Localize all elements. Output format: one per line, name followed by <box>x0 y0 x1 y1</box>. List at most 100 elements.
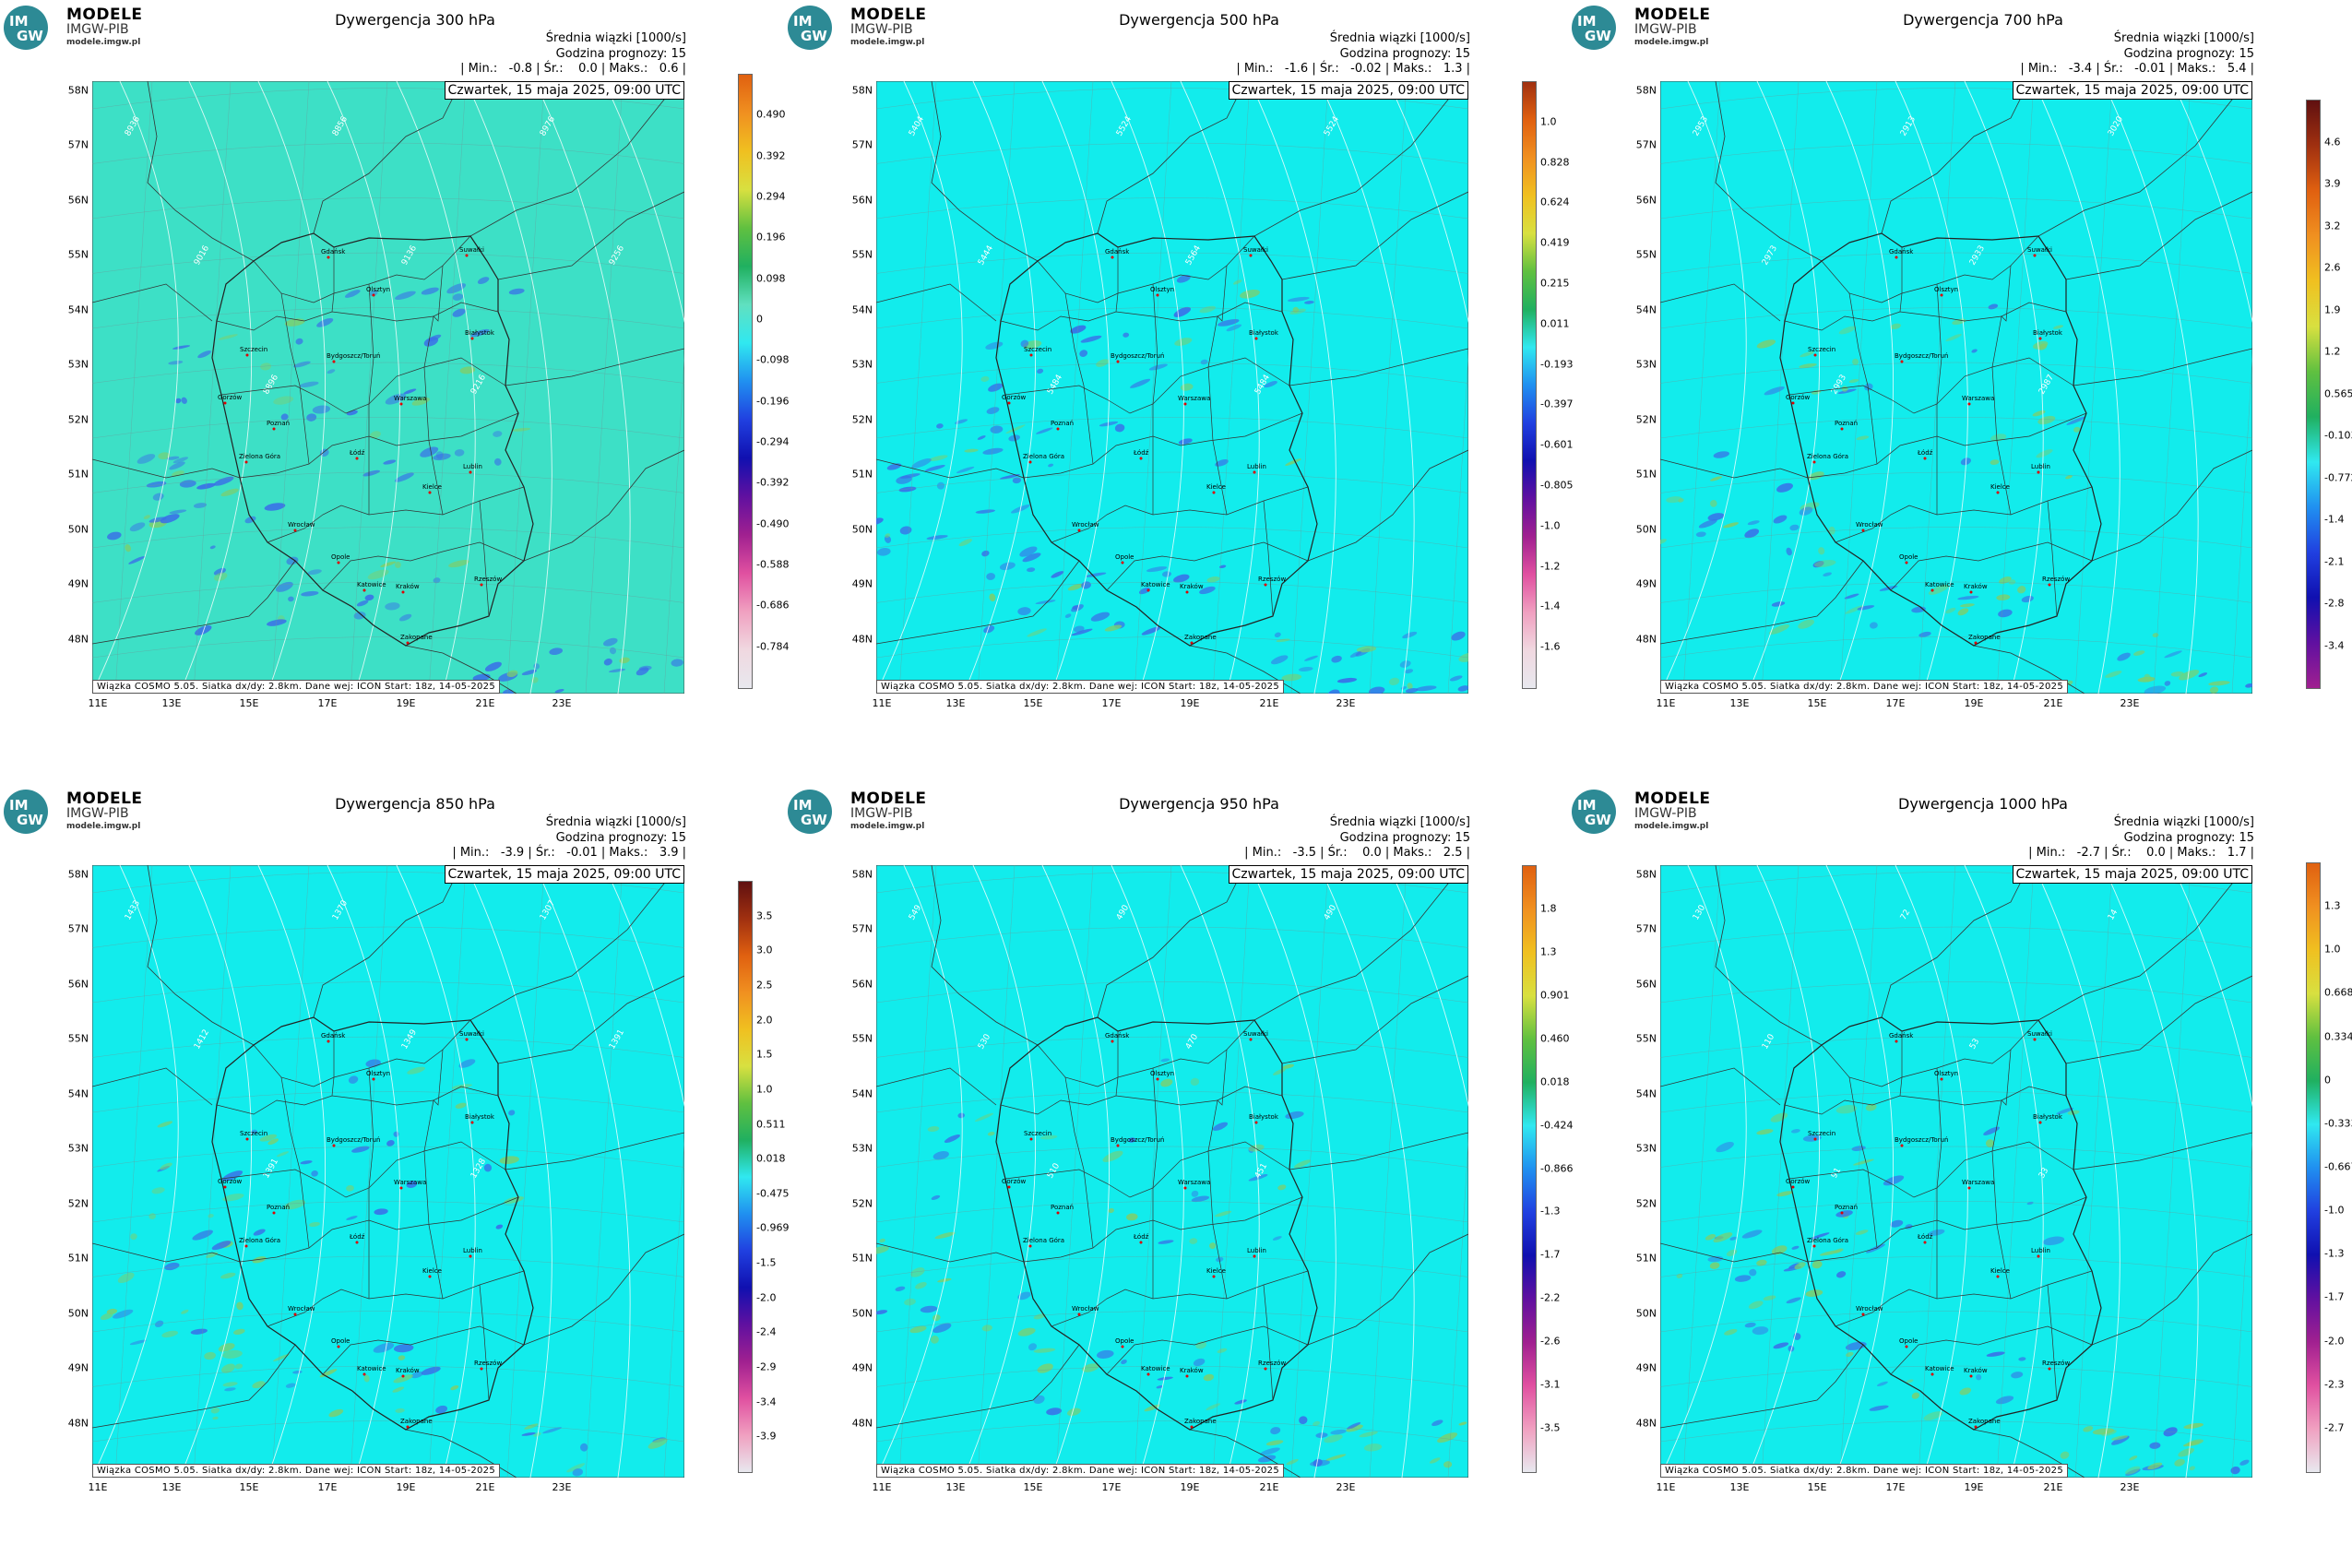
city-marker <box>1812 1244 1816 1248</box>
map-area[interactable]: 130 110 91 72 53 33 14 Gdańsk Suwałki Olsztyn Szcz… <box>1636 865 2252 1493</box>
divergence-streak <box>2033 340 2049 350</box>
map-panel: IM GW MODELE IMGW-PIB modele.imgw.pl Dywergen… <box>784 784 1573 1568</box>
divergence-streak <box>448 560 469 568</box>
colorbar-tick-label: -1.7 <box>1540 1248 1561 1261</box>
convergence-streak <box>1064 613 1072 618</box>
colorbar-tick-label: 1.0 <box>1540 115 1557 128</box>
divergence-streak <box>2060 1451 2070 1459</box>
country-border <box>313 81 462 234</box>
colorbar-tick-label: 2.5 <box>756 979 773 992</box>
divergence-streak <box>218 334 238 340</box>
city-marker <box>1905 561 1908 564</box>
country-border <box>92 458 241 479</box>
divergence-streak <box>1798 619 1815 629</box>
colorbar-tick-label: 1.3 <box>2324 899 2341 912</box>
convergence-streak <box>398 613 412 622</box>
isoline <box>396 81 476 694</box>
latitude-line <box>1660 142 2252 164</box>
divergence-streak <box>1195 1341 1207 1349</box>
isoline <box>2171 81 2252 324</box>
latitude-label: 53N <box>851 1142 873 1155</box>
divergence-streak <box>934 1231 956 1240</box>
convergence-streak <box>1085 572 1107 577</box>
divergence-streak <box>1852 358 1859 365</box>
city-label: Szczecin <box>1024 1130 1051 1137</box>
latitude-line <box>1660 252 2252 274</box>
city-marker <box>470 1121 474 1124</box>
latitude-line <box>92 1365 684 1387</box>
country-border <box>1660 458 1809 479</box>
isoline <box>876 865 963 1478</box>
isoline <box>1825 865 1895 1478</box>
city-marker <box>1116 360 1120 363</box>
logo-name: MODELE <box>850 6 927 24</box>
imgw-logo[interactable]: IM GW MODELE IMGW-PIB modele.imgw.pl <box>4 790 142 836</box>
map-area[interactable]: 549 530 510 490 470 451 490 Gdańsk Suwałki Olszty… <box>852 865 1468 1493</box>
longitude-label: 23E <box>552 1481 572 1493</box>
map-area[interactable]: 2953 2973 2993 2913 2933 2987 3020 Gdańsk Suwałk… <box>1636 81 2252 709</box>
convergence-streak <box>410 1371 423 1379</box>
voivodeship-border <box>1899 1031 1903 1097</box>
imgw-logo[interactable]: IM GW MODELE IMGW-PIB modele.imgw.pl <box>1572 790 1710 836</box>
city-marker <box>1121 561 1124 564</box>
longitude-label: 23E <box>1336 1481 1356 1493</box>
imgw-logo[interactable]: IM GW MODELE IMGW-PIB modele.imgw.pl <box>4 6 142 52</box>
voivodeship-border <box>280 1076 310 1249</box>
logo-name: MODELE <box>66 790 143 808</box>
colorbar-tick-label: 0.215 <box>1540 277 1570 290</box>
map-area[interactable]: 1433 1412 1391 1370 1349 1328 1307 1391 Gdańsk Su… <box>68 865 684 1493</box>
convergence-streak <box>1347 1422 1361 1430</box>
colorbar-tick-label: -0.805 <box>1540 479 1574 492</box>
colorbar-tick-label: -0.392 <box>756 476 790 489</box>
voivodeship-border <box>1788 357 2074 414</box>
divergence-streak <box>1838 326 1857 335</box>
city-marker <box>1996 1275 2000 1278</box>
map-area[interactable]: 8936 9016 8896 8856 9136 9216 8976 9256 Gdańsk Su… <box>68 81 684 709</box>
divergence-streak <box>1756 1129 1774 1135</box>
divergence-streak <box>2129 1455 2138 1461</box>
divergence-streak <box>2036 449 2053 458</box>
convergence-streak <box>932 1323 952 1334</box>
convergence-streak <box>1983 1126 2001 1136</box>
imgw-logo[interactable]: IM GW MODELE IMGW-PIB modele.imgw.pl <box>788 790 926 836</box>
longitude-label: 21E <box>2043 1481 2063 1493</box>
longitude-label: 17E <box>1885 1481 1906 1493</box>
city-label: Zakopane <box>400 1418 433 1425</box>
model-info: Wiązka COSMO 5.05. Siatka dx/dy: 2.8km. … <box>1660 680 2068 694</box>
convergence-streak <box>1033 1395 1045 1405</box>
convergence-streak <box>2164 650 2182 659</box>
isoline <box>1111 81 1184 694</box>
convergence-streak <box>454 449 465 457</box>
isoline <box>1964 865 2044 1478</box>
city-marker <box>1056 1211 1060 1215</box>
convergence-streak <box>1022 552 1041 563</box>
map-area[interactable]: 5404 5444 5484 5524 5564 5484 5524 Gdańsk Suwałk… <box>852 81 1468 709</box>
convergence-streak <box>955 419 968 424</box>
convergence-streak <box>2164 681 2171 686</box>
longitude-line <box>2153 81 2192 694</box>
latitude-line <box>1660 1036 2252 1058</box>
isoline-label: 53 <box>1968 1038 1981 1051</box>
imgw-logo-mark: IM GW <box>4 6 48 50</box>
convergence-streak <box>1146 566 1168 573</box>
longitude-line <box>1134 865 1172 1478</box>
convergence-streak <box>1099 421 1119 427</box>
imgw-logo[interactable]: IM GW MODELE IMGW-PIB modele.imgw.pl <box>1572 6 1710 52</box>
longitude-label: 11E <box>872 1481 892 1493</box>
latitude-label: 49N <box>67 1361 89 1374</box>
imgw-logo[interactable]: IM GW MODELE IMGW-PIB modele.imgw.pl <box>788 6 926 52</box>
isoline <box>465 81 552 694</box>
latitude-line <box>92 252 684 274</box>
divergence-streak <box>1359 1431 1378 1438</box>
convergence-streak <box>356 600 369 607</box>
divergence-streak <box>367 569 389 580</box>
divergence-streak <box>1281 673 1302 682</box>
colorbar-tick-label: 2.0 <box>756 1014 773 1027</box>
latitude-label: 55N <box>851 248 873 261</box>
latitude-line <box>876 981 1468 1004</box>
valid-date: Czwartek, 15 maja 2025, 09:00 UTC <box>444 81 684 100</box>
convergence-streak <box>406 1181 418 1188</box>
convergence-streak <box>113 1309 134 1319</box>
latitude-line <box>92 307 684 329</box>
colorbar-tick-label: -0.784 <box>756 640 790 653</box>
